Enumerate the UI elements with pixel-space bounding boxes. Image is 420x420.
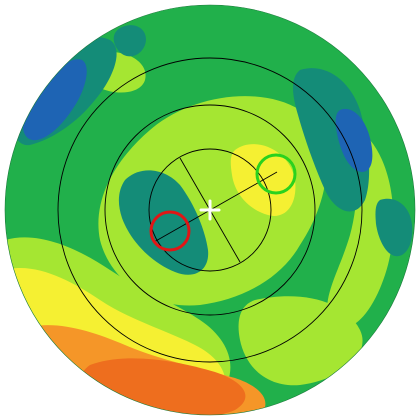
red-marker-circle[interactable] [149,210,191,252]
teal-region-top-center [113,25,146,57]
center-crosshair-icon [199,199,221,221]
range-ring-3 [57,57,363,363]
range-rings [4,4,416,416]
disk-outline [4,4,416,416]
range-ring-2 [104,104,316,316]
axis-line-short [153,171,278,243]
range-ring-1 [148,148,272,272]
teal-region-right-edge [375,198,413,257]
teal-region-center-left [118,170,209,275]
green-marker-circle[interactable] [255,153,297,195]
blue-region-right [335,108,373,172]
blue-region-left [22,59,87,141]
teal-region-top-right [293,68,370,212]
lime-region-lower-right [238,296,363,386]
